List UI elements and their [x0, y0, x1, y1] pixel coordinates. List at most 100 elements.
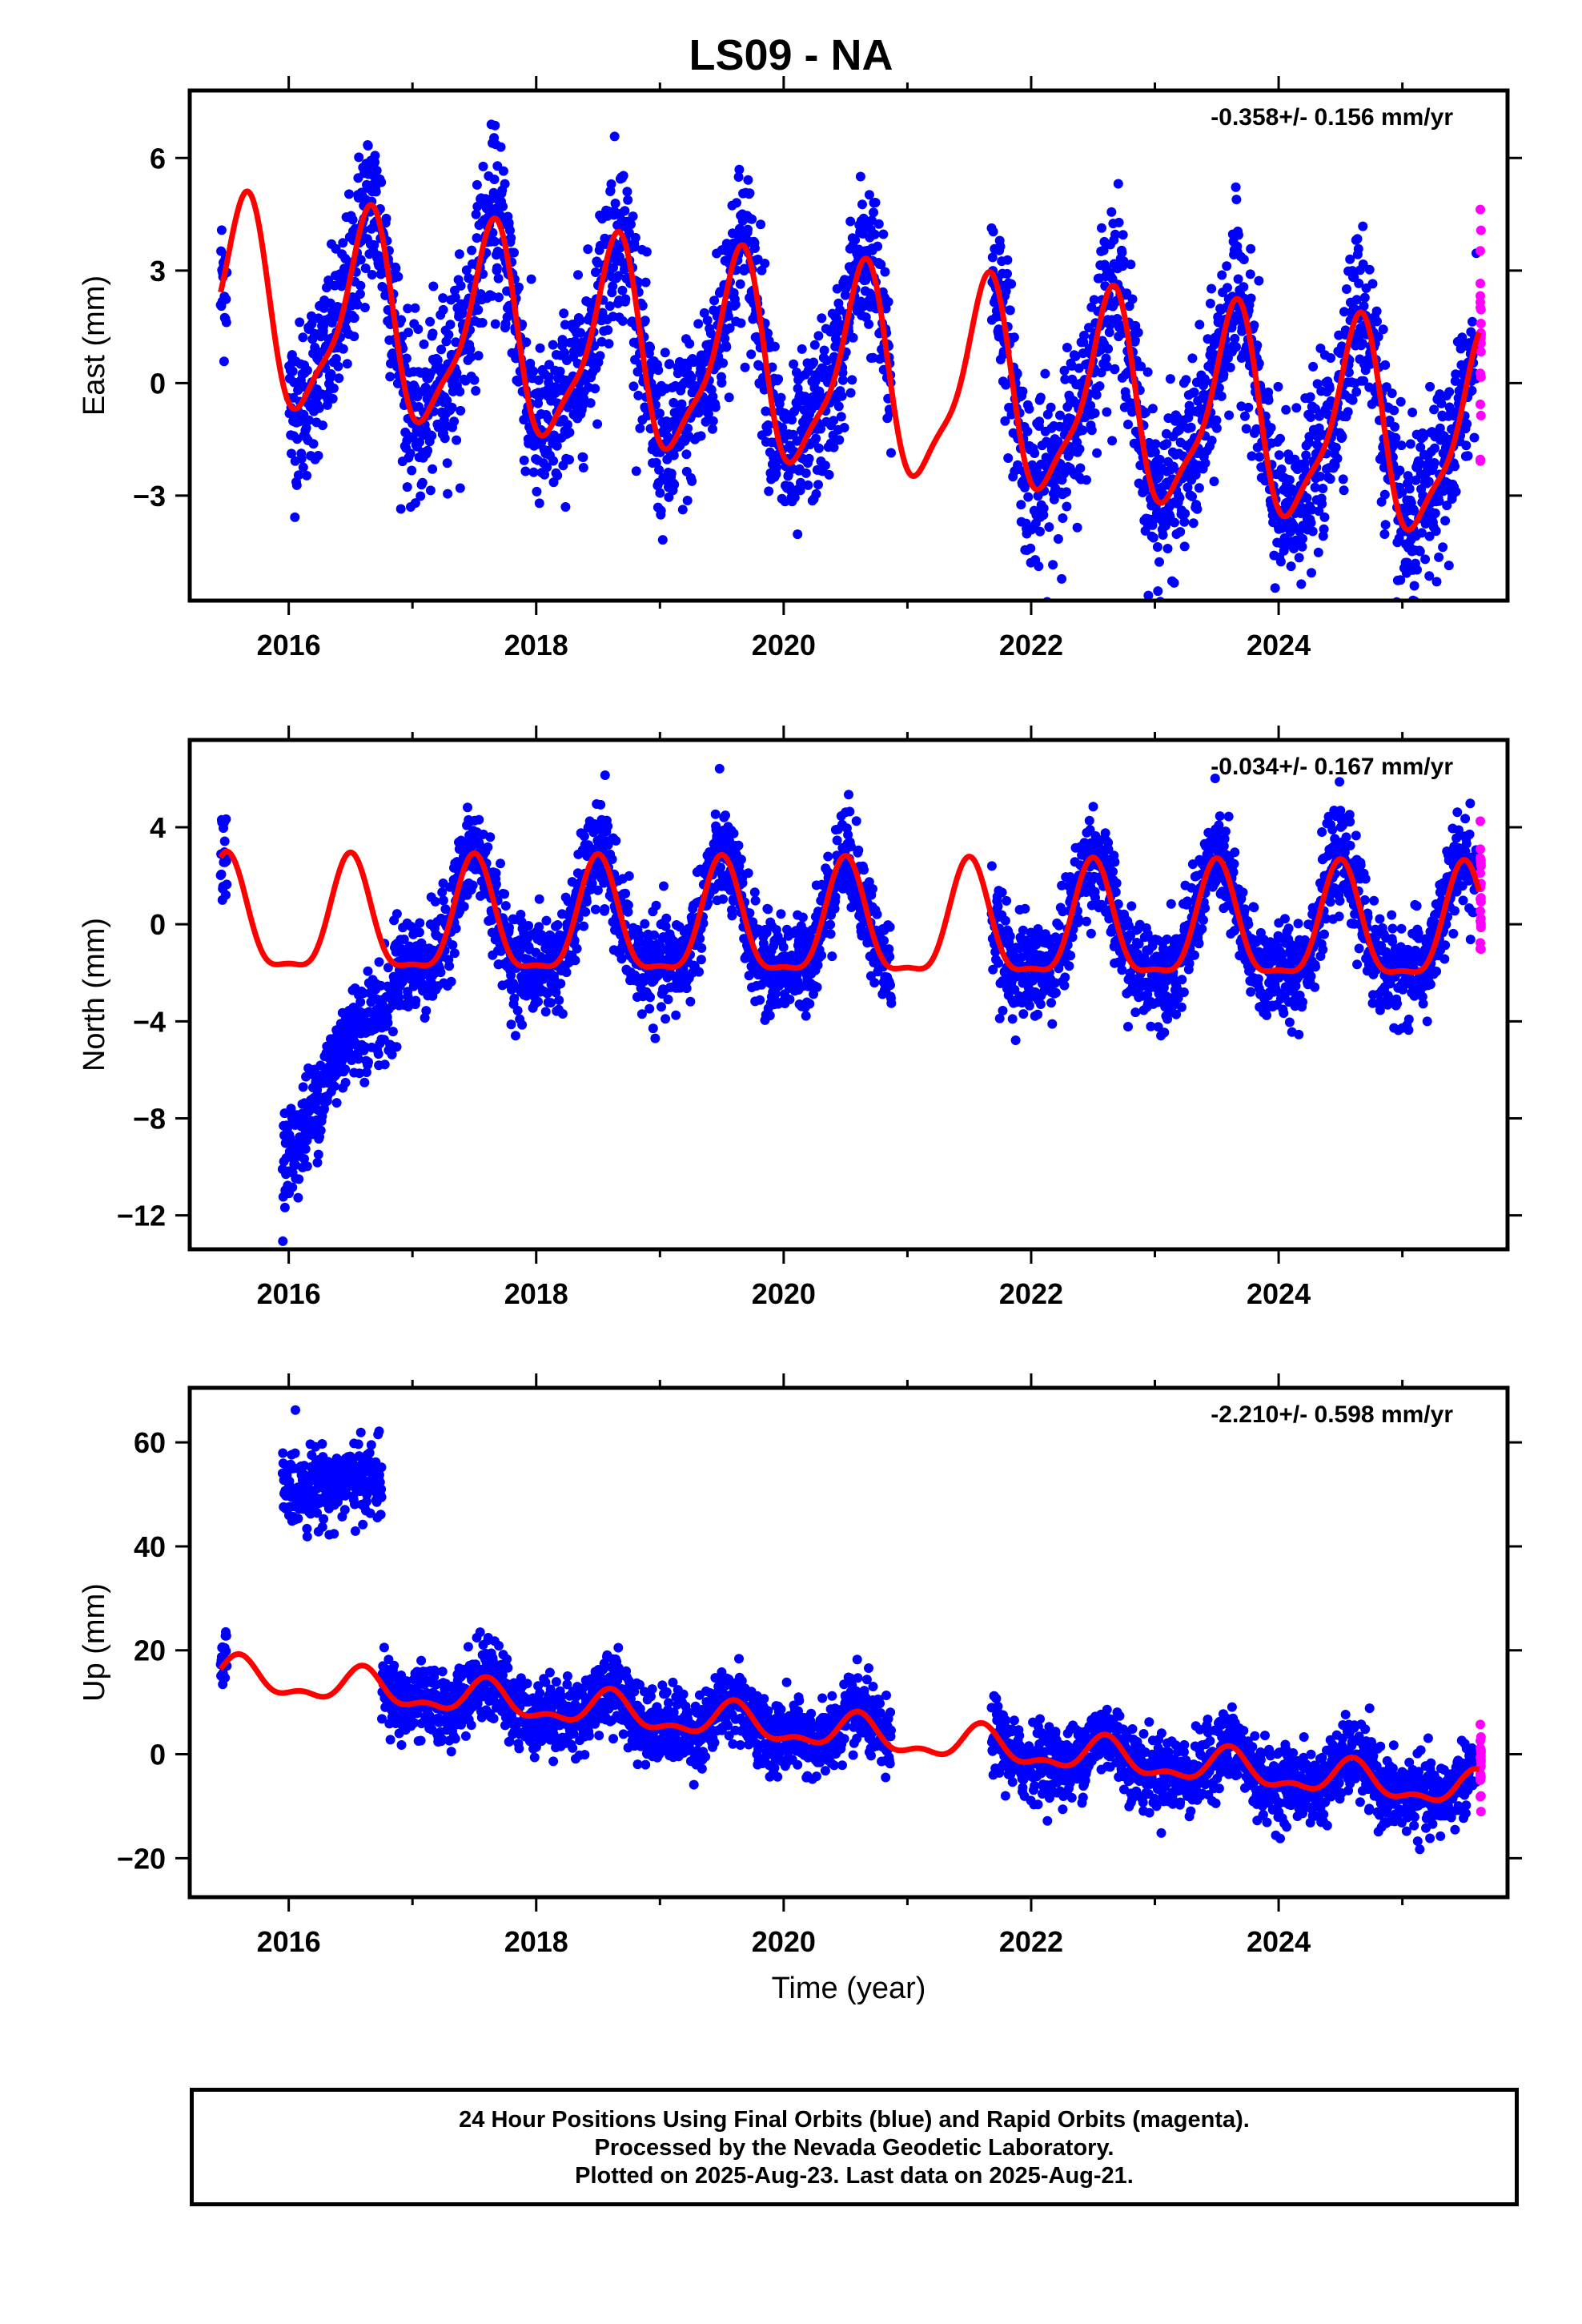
data-point [445, 320, 456, 330]
data-point [294, 1174, 304, 1184]
data-point [1240, 411, 1250, 421]
data-point [517, 1019, 528, 1030]
data-point [391, 1042, 402, 1052]
data-point [740, 362, 750, 372]
rapid-point [1476, 319, 1486, 328]
data-point [219, 356, 229, 367]
data-point [1307, 505, 1317, 515]
data-point [1092, 448, 1102, 458]
data-point [623, 900, 633, 911]
data-point [1463, 451, 1473, 461]
data-point [572, 943, 582, 954]
data-point [661, 1014, 671, 1024]
data-point [624, 870, 634, 881]
data-point [822, 356, 832, 366]
data-point [832, 283, 842, 294]
data-point [279, 1202, 290, 1212]
data-point [723, 311, 733, 321]
data-point [716, 862, 725, 873]
data-point [834, 435, 845, 445]
data-point [1416, 528, 1427, 538]
data-point [606, 179, 616, 189]
data-point [1090, 408, 1100, 418]
data-point [774, 981, 785, 991]
data-point [656, 942, 666, 952]
data-point [1181, 375, 1191, 385]
data-point [988, 227, 998, 237]
data-point [1378, 324, 1388, 335]
data-point [640, 919, 650, 929]
data-point [302, 470, 312, 480]
data-point [512, 1005, 523, 1015]
data-point [333, 361, 343, 372]
data-point [1070, 351, 1081, 361]
data-point [637, 300, 648, 311]
data-point [489, 236, 500, 247]
data-point [391, 263, 401, 274]
data-point [407, 465, 417, 476]
data-point [736, 854, 746, 865]
data-point [848, 332, 858, 343]
data-point [473, 351, 484, 361]
data-point [1030, 448, 1040, 458]
data-point [552, 470, 563, 480]
data-point [648, 1023, 658, 1034]
data-point [466, 352, 476, 362]
data-point [500, 901, 511, 911]
data-point [387, 1027, 398, 1037]
data-point [1001, 380, 1011, 390]
data-point [660, 348, 670, 358]
data-point [413, 324, 424, 334]
data-point [440, 433, 450, 444]
data-point [654, 464, 665, 475]
data-point [524, 921, 534, 931]
data-point [352, 300, 363, 310]
data-point [656, 1002, 666, 1012]
data-point [603, 821, 613, 831]
data-point [579, 921, 589, 931]
data-point [1018, 386, 1028, 396]
data-point [628, 381, 639, 392]
data-point [532, 486, 542, 497]
data-point [1409, 505, 1419, 516]
data-point [1331, 442, 1341, 452]
data-point [836, 412, 846, 422]
data-point [417, 477, 428, 488]
data-point [314, 403, 324, 413]
data-point [542, 462, 552, 472]
data-point [369, 240, 379, 250]
data-point [448, 940, 458, 951]
data-point [355, 255, 366, 265]
data-point [1062, 487, 1071, 497]
data-point [1364, 264, 1375, 275]
data-point [473, 305, 484, 315]
data-point [600, 770, 610, 780]
data-point [293, 470, 303, 480]
data-point [447, 402, 457, 412]
data-point [287, 366, 298, 376]
data-point [1326, 353, 1336, 363]
data-point [1438, 542, 1448, 553]
data-point [402, 482, 412, 493]
data-point [1079, 331, 1089, 340]
data-point [1233, 274, 1243, 284]
data-point [580, 907, 591, 917]
data-point [584, 840, 593, 850]
data-point [876, 259, 886, 270]
data-point [1337, 432, 1347, 442]
data-point [761, 406, 771, 416]
data-point [1347, 395, 1358, 405]
data-point [575, 316, 585, 326]
data-point [729, 828, 739, 838]
data-point [644, 1003, 655, 1014]
data-point [776, 909, 786, 919]
data-point [817, 313, 827, 324]
data-point [490, 319, 500, 329]
data-point [1038, 503, 1049, 513]
data-point [617, 285, 628, 296]
data-point [1395, 396, 1406, 407]
data-point [1211, 415, 1222, 425]
data-point [1086, 425, 1097, 436]
data-point [411, 995, 421, 1006]
data-point [1387, 388, 1397, 399]
